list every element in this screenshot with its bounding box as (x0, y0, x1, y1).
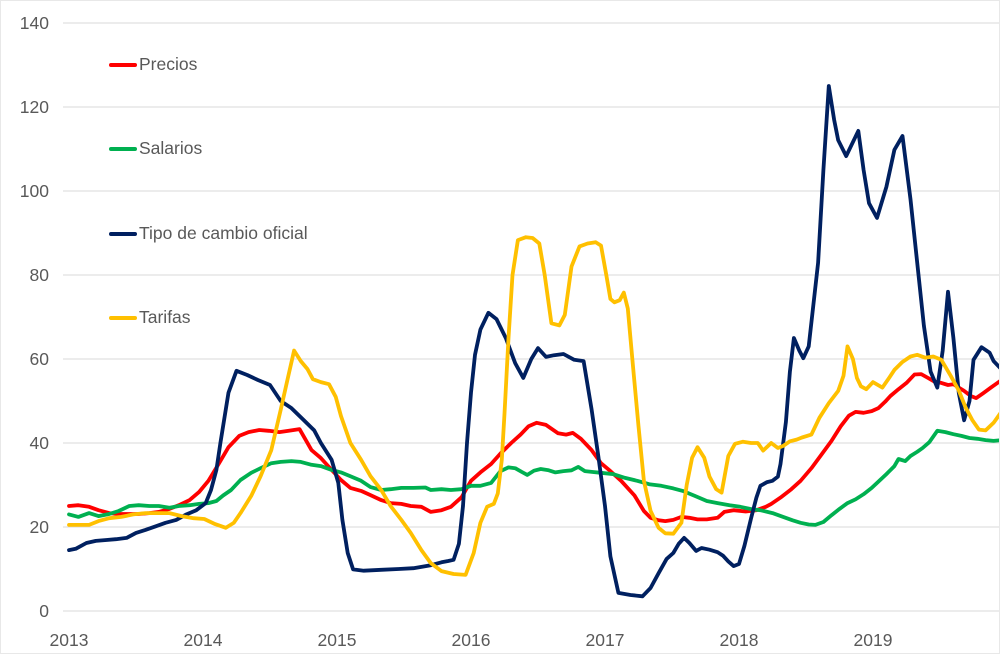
legend-label-tipo-de-cambio: Tipo de cambio oficial (139, 223, 308, 243)
legend-swatch-precios (109, 62, 137, 67)
y-tick-label-100: 100 (20, 181, 49, 201)
legend-item-precios: Precios (109, 54, 197, 75)
x-tick-label-2014: 2014 (184, 630, 223, 650)
legend-swatch-tipo-de-cambio (109, 231, 137, 236)
legend-item-tipo-de-cambio: Tipo de cambio oficial (109, 223, 308, 244)
y-tick-label-60: 60 (30, 349, 50, 369)
y-tick-label-140: 140 (20, 13, 49, 33)
series-line-tipo-de-cambio-oficial (67, 84, 999, 599)
y-tick-label-20: 20 (30, 517, 50, 537)
legend-label-salarios: Salarios (139, 138, 203, 158)
legend-item-tarifas: Tarifas (109, 307, 191, 328)
legend-item-salarios: Salarios (109, 138, 202, 159)
legend-label-tarifas: Tarifas (139, 307, 191, 327)
x-tick-label-2018: 2018 (720, 630, 759, 650)
series-line-precios (67, 372, 999, 523)
legend-swatch-salarios (109, 146, 137, 151)
y-tick-label-40: 40 (30, 433, 50, 453)
legend-swatch-tarifas (109, 315, 137, 320)
x-tick-label-2013: 2013 (50, 630, 89, 650)
x-tick-label-2019: 2019 (854, 630, 893, 650)
y-tick-label-80: 80 (30, 265, 50, 285)
series-line-salarios (67, 428, 999, 527)
y-tick-label-120: 120 (20, 97, 49, 117)
y-tick-label-0: 0 (39, 601, 49, 621)
x-tick-label-2016: 2016 (452, 630, 491, 650)
series-line-tarifas (67, 235, 999, 577)
x-tick-label-2017: 2017 (586, 630, 625, 650)
legend-label-precios: Precios (139, 54, 198, 74)
x-tick-label-2015: 2015 (318, 630, 357, 650)
